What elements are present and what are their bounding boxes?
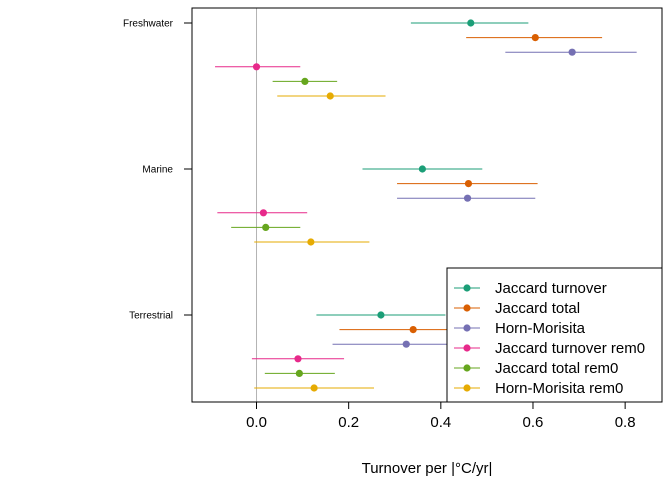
x-tick-label: 0.4 — [430, 414, 451, 431]
x-axis: 0.0 0.2 0.4 0.6 0.8 — [246, 402, 636, 431]
x-tick-label: 0.2 — [338, 414, 359, 431]
point-jaccard-turnover-marine — [418, 165, 426, 173]
point-horn-morisita-rem0-marine — [307, 238, 315, 246]
legend-marker-jaccard-turnover-rem0 — [463, 344, 471, 352]
legend-box — [446, 267, 663, 403]
legend-label-horn-morisita: Horn-Morisita — [495, 320, 586, 337]
legend-label-horn-morisita-rem0: Horn-Morisita rem0 — [495, 380, 623, 397]
x-tick-label: 0.0 — [246, 414, 267, 431]
group-label-marine: Marine — [142, 165, 173, 176]
plot-frame — [191, 7, 663, 403]
group-label-terrestrial: Terrestrial — [129, 311, 173, 322]
point-horn-morisita-marine — [463, 194, 472, 202]
point-jaccard-total-freshwater — [531, 34, 539, 42]
legend-marker-jaccard-total — [463, 304, 471, 312]
data-marks — [215, 19, 637, 392]
legend-label-jaccard-total: Jaccard total — [495, 300, 580, 317]
point-horn-morisita-rem0-terrestrial — [310, 384, 318, 392]
y-axis-ticks — [184, 22, 192, 316]
x-axis-label: Turnover per |°C/yr| — [362, 460, 493, 477]
point-jaccard-total-terrestrial — [409, 326, 417, 334]
point-jaccard-turnover-freshwater — [467, 19, 475, 27]
group-labels: Freshwater Marine Terrestrial — [123, 19, 174, 322]
point-jaccard-total-rem0-terrestrial — [295, 369, 303, 377]
legend-marker-horn-morisita — [463, 324, 471, 332]
legend-marker-jaccard-total-rem0 — [463, 364, 471, 372]
point-jaccard-total-rem0-marine — [262, 223, 270, 231]
point-jaccard-turnover-terrestrial — [377, 311, 385, 319]
point-horn-morisita-rem0-freshwater — [326, 92, 334, 100]
point-jaccard-turnover-rem0-terrestrial — [294, 355, 302, 363]
legend-marker-jaccard-turnover — [463, 284, 471, 292]
point-horn-morisita-terrestrial — [402, 340, 410, 348]
legend: Jaccard turnover Jaccard total Horn-Morisi… — [446, 267, 663, 403]
x-tick-label: 0.8 — [615, 414, 636, 431]
point-jaccard-total-rem0-freshwater — [301, 77, 309, 85]
point-jaccard-total-marine — [464, 180, 473, 188]
x-tick-label: 0.6 — [523, 414, 544, 431]
legend-label-jaccard-total-rem0: Jaccard total rem0 — [495, 360, 618, 377]
legend-label-jaccard-turnover-rem0: Jaccard turnover rem0 — [495, 340, 645, 357]
legend-label-jaccard-turnover: Jaccard turnover — [495, 280, 607, 297]
point-horn-morisita-freshwater — [568, 48, 576, 56]
legend-marker-horn-morisita-rem0 — [463, 384, 471, 392]
point-jaccard-turnover-rem0-marine — [259, 209, 268, 217]
group-label-freshwater: Freshwater — [123, 19, 174, 30]
point-jaccard-turnover-rem0-freshwater — [252, 63, 261, 71]
